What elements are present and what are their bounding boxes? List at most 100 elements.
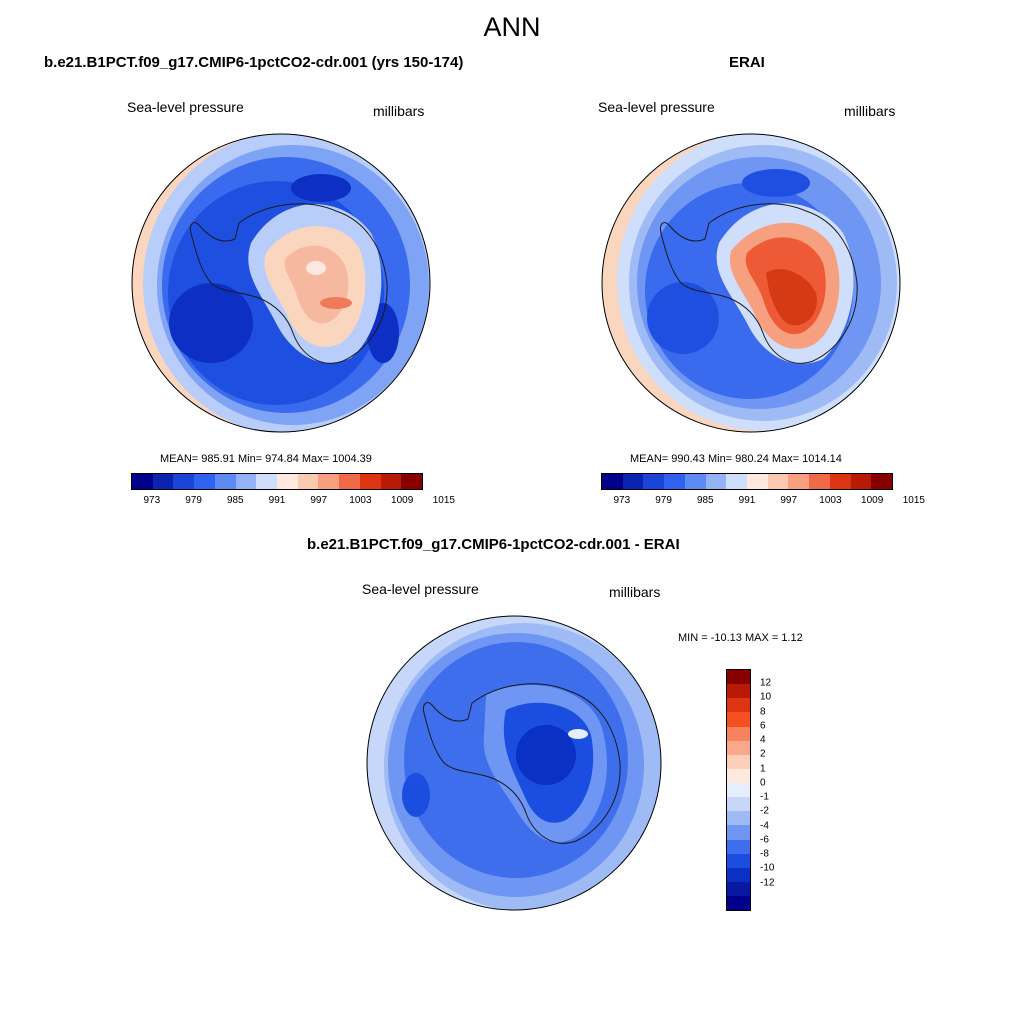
colorbar-swatch: [727, 839, 750, 854]
obs-low-center-north: [742, 169, 810, 197]
diff-map-outline: [366, 615, 662, 911]
colorbar-swatch: [152, 474, 174, 489]
colorbar-tick-label: 979: [185, 495, 202, 506]
colorbar-swatch: [727, 740, 750, 755]
obs-antarctica-peak: [766, 269, 817, 326]
colorbar-tick-label: 0: [760, 777, 766, 789]
colorbar-tick-label: 991: [268, 495, 286, 506]
diff-polar-map: [366, 615, 662, 911]
colorbar-tick-label: 1009: [391, 495, 414, 506]
diff-variable-label: Sea-level pressure: [362, 581, 479, 597]
colorbar-swatch: [727, 754, 750, 769]
colorbar-tick-label: 991: [738, 495, 756, 506]
model-high-lobe: [320, 297, 352, 309]
colorbar-tick-label: -2: [760, 805, 769, 817]
colorbar-tick-label: 6: [760, 720, 766, 732]
colorbar-swatch: [359, 474, 381, 489]
colorbar-tick-label: -10: [760, 862, 775, 874]
colorbar-tick-label: 10: [760, 691, 772, 703]
colorbar-swatch: [727, 783, 750, 798]
colorbar-swatch: [727, 896, 750, 911]
model-polar-map: [131, 133, 431, 433]
colorbar-swatch: [380, 474, 402, 489]
diff-units-label: millibars: [609, 584, 661, 600]
model-coastline: [190, 203, 388, 364]
colorbar-swatch: [727, 684, 750, 699]
colorbar-tick-label: 8: [760, 706, 766, 718]
colorbar-swatch: [318, 474, 340, 489]
colorbar-swatch: [622, 474, 644, 489]
colorbar-swatch: [297, 474, 319, 489]
colorbar-swatch: [727, 698, 750, 713]
colorbar-swatch: [727, 867, 750, 882]
colorbar-tick-label: -12: [760, 877, 775, 889]
colorbar-tick-label: 973: [613, 495, 631, 506]
colorbar-tick-label: 1003: [349, 495, 372, 506]
model-panel-title: b.e21.B1PCT.f09_g17.CMIP6-1pctCO2-cdr.00…: [44, 54, 464, 71]
colorbar-swatch: [235, 474, 257, 489]
colorbar-swatch: [850, 474, 872, 489]
diff-west-low: [402, 773, 430, 817]
obs-colorbar: [601, 473, 893, 490]
colorbar-swatch: [727, 797, 750, 812]
colorbar-swatch: [664, 474, 685, 489]
colorbar-swatch: [767, 474, 789, 489]
colorbar-swatch: [132, 474, 153, 489]
obs-variable-label: Sea-level pressure: [598, 99, 715, 115]
colorbar-swatch: [684, 474, 706, 489]
model-low-center-west: [169, 283, 253, 363]
colorbar-swatch: [809, 474, 830, 489]
colorbar-tick-label: 997: [780, 495, 798, 506]
colorbar-tick-label: 1003: [819, 495, 842, 506]
colorbar-swatch: [256, 474, 278, 489]
colorbar-tick-label: 985: [696, 495, 714, 506]
colorbar-tick-label: -4: [760, 820, 769, 832]
model-high-center: [306, 261, 326, 275]
colorbar-swatch: [727, 670, 750, 685]
model-low-center-north: [291, 174, 351, 202]
obs-panel-title: ERAI: [729, 54, 765, 71]
colorbar-swatch: [194, 474, 215, 489]
colorbar-swatch: [829, 474, 851, 489]
colorbar-tick-label: -1: [760, 791, 769, 803]
model-colorbar: [131, 473, 423, 490]
colorbar-tick-label: 4: [760, 734, 766, 746]
colorbar-tick-label: -8: [760, 848, 769, 860]
colorbar-swatch: [339, 474, 360, 489]
obs-coastline: [660, 203, 858, 364]
colorbar-swatch: [173, 474, 195, 489]
diff-deep-low-center: [516, 725, 576, 785]
model-stats: MEAN= 985.91 Min= 974.84 Max= 1004.39: [160, 453, 372, 465]
model-variable-label: Sea-level pressure: [127, 99, 244, 115]
diff-panel-title: b.e21.B1PCT.f09_g17.CMIP6-1pctCO2-cdr.00…: [307, 536, 680, 553]
colorbar-swatch: [727, 712, 750, 727]
colorbar-swatch: [726, 474, 748, 489]
colorbar-tick-label: 2: [760, 748, 766, 760]
colorbar-tick-label: 997: [310, 495, 328, 506]
diff-stats: MIN = -10.13 MAX = 1.12: [678, 632, 803, 644]
diff-positive-spot: [568, 729, 588, 739]
colorbar-swatch: [705, 474, 727, 489]
colorbar-tick-label: 973: [143, 495, 161, 506]
colorbar-swatch: [727, 853, 750, 868]
colorbar-swatch: [401, 474, 423, 489]
obs-map-outline: [601, 133, 901, 433]
obs-low-center-west: [647, 282, 719, 354]
colorbar-tick-label: 1015: [902, 495, 925, 506]
colorbar-swatch: [727, 811, 750, 826]
obs-units-label: millibars: [844, 103, 896, 119]
diff-colorbar: [726, 669, 751, 911]
colorbar-tick-label: -6: [760, 834, 769, 846]
colorbar-swatch: [727, 726, 750, 741]
colorbar-swatch: [727, 768, 750, 783]
colorbar-tick-label: 1: [760, 763, 766, 775]
colorbar-tick-label: 1015: [432, 495, 455, 506]
colorbar-swatch: [277, 474, 298, 489]
colorbar-swatch: [727, 881, 750, 896]
colorbar-swatch: [871, 474, 893, 489]
colorbar-tick-label: 985: [226, 495, 244, 506]
colorbar-swatch: [788, 474, 810, 489]
colorbar-swatch: [602, 474, 623, 489]
obs-stats: MEAN= 990.43 Min= 980.24 Max= 1014.14: [630, 453, 842, 465]
colorbar-tick-label: 12: [760, 677, 772, 689]
